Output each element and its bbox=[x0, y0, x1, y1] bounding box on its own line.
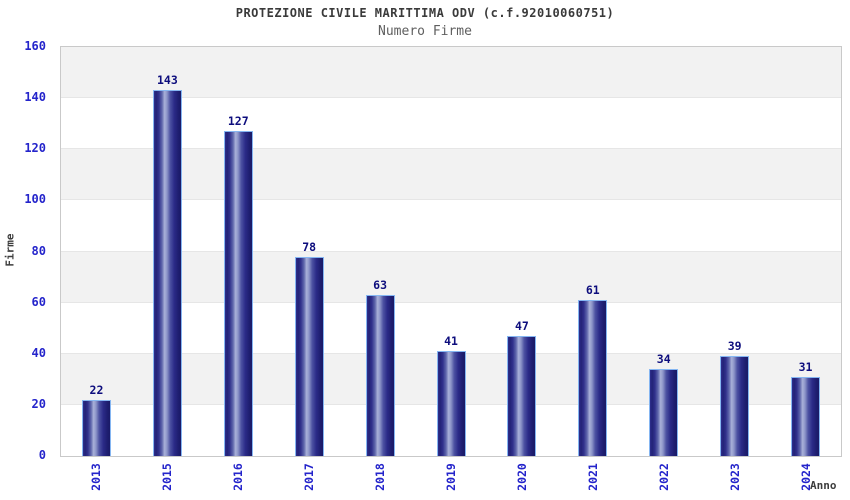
chart-subtitle: Numero Firme bbox=[378, 24, 472, 39]
x-axis-title: Anno bbox=[810, 479, 837, 492]
bar-2018 bbox=[365, 294, 395, 456]
bar-2015 bbox=[152, 90, 182, 456]
x-tick-label: 2022 bbox=[656, 463, 671, 491]
x-tick-label: 2015 bbox=[160, 463, 175, 491]
bar-2020 bbox=[507, 335, 537, 456]
bar-value-label: 78 bbox=[302, 239, 317, 254]
x-tick-label: 2016 bbox=[231, 463, 246, 491]
y-tick-label: 160 bbox=[24, 39, 46, 53]
x-tick-label: 2018 bbox=[373, 463, 388, 491]
bar-value-label: 127 bbox=[227, 114, 249, 129]
plot-band bbox=[61, 251, 841, 303]
bar-value-label: 39 bbox=[727, 339, 742, 354]
y-tick-label: 60 bbox=[31, 294, 46, 309]
plot-area: 22 143 127 78 63 41 47 61 34 39 31 bbox=[60, 46, 842, 457]
x-tick-label: 2013 bbox=[89, 463, 104, 491]
x-tick-label: 2023 bbox=[727, 463, 742, 491]
chart-title: PROTEZIONE CIVILE MARITTIMA ODV (c.f.920… bbox=[235, 6, 615, 20]
y-tick-label: 140 bbox=[24, 90, 46, 105]
bar-2022 bbox=[649, 369, 679, 456]
bar-value-label: 31 bbox=[798, 359, 813, 374]
y-tick-label: 100 bbox=[24, 192, 46, 207]
bar-2021 bbox=[578, 300, 608, 456]
bar-value-label: 143 bbox=[156, 73, 178, 88]
bar-2017 bbox=[294, 256, 324, 456]
bar-value-label: 22 bbox=[89, 382, 104, 397]
bar-value-label: 61 bbox=[585, 283, 600, 298]
bar-value-label: 63 bbox=[373, 277, 387, 292]
x-tick-label: 2021 bbox=[585, 463, 600, 491]
y-tick-label: 0 bbox=[38, 448, 46, 462]
bar-value-label: 34 bbox=[656, 352, 671, 367]
y-tick-label: 80 bbox=[31, 243, 46, 258]
x-tick-label: 2017 bbox=[302, 463, 317, 491]
x-tick-label: 2020 bbox=[514, 463, 529, 491]
bar-2016 bbox=[223, 131, 253, 456]
bar-2019 bbox=[436, 351, 466, 456]
y-tick-label: 40 bbox=[31, 345, 46, 360]
y-tick-label: 120 bbox=[24, 141, 46, 156]
bar-value-label: 41 bbox=[444, 334, 458, 349]
plot-band bbox=[61, 149, 841, 201]
plot-band bbox=[61, 200, 841, 252]
plot-band bbox=[61, 47, 841, 99]
bar-value-label: 47 bbox=[514, 318, 529, 333]
bar-2013 bbox=[81, 399, 111, 456]
bar-2023 bbox=[720, 356, 750, 456]
x-tick-label: 2019 bbox=[444, 463, 458, 491]
plot-band bbox=[61, 98, 841, 150]
bar-2024 bbox=[791, 376, 821, 456]
y-tick-label: 20 bbox=[31, 396, 46, 411]
